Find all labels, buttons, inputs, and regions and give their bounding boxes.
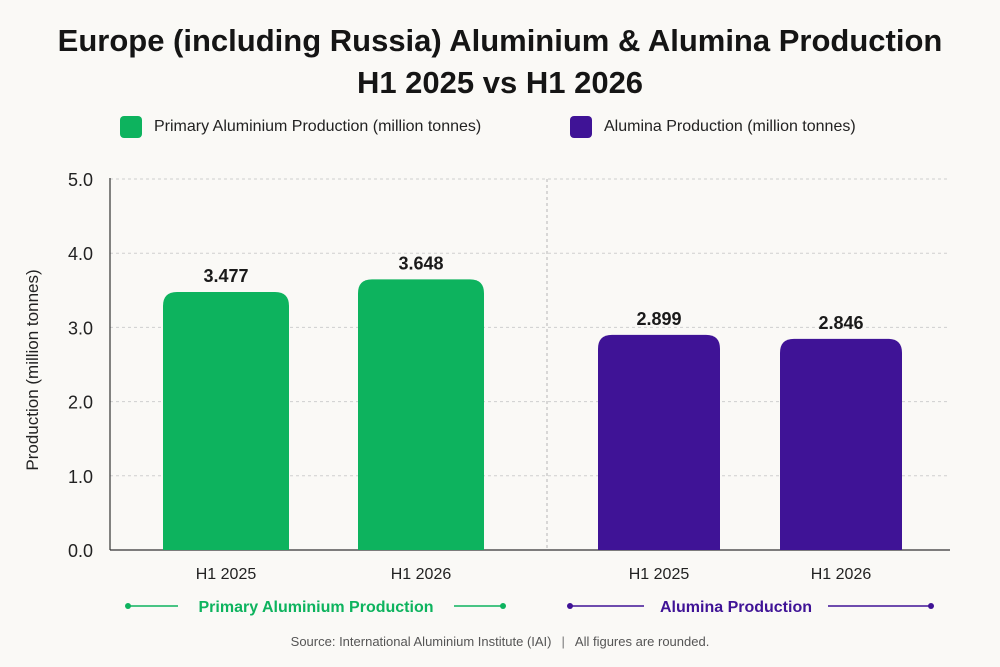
chart-title-line-1: Europe (including Russia) Aluminium & Al…: [57, 23, 943, 58]
x-tick-label: H1 2026: [391, 566, 452, 583]
bar: [163, 292, 289, 550]
chart-title-line-2: H1 2025 vs H1 2026: [356, 65, 644, 100]
footer: Source: International Aluminium Institut…: [0, 634, 1000, 649]
y-axis-label: Production (million tonnes): [23, 269, 42, 470]
legend-swatch-primary-aluminium: [120, 116, 142, 138]
y-tick-label: 0.0: [68, 541, 93, 561]
group-label-dot-right: [928, 603, 934, 609]
y-tick-label: 3.0: [68, 318, 93, 338]
bar: [598, 334, 720, 550]
chart-title: Europe (including Russia) Aluminium & Al…: [0, 20, 1000, 104]
data-label: 2.899: [636, 309, 681, 329]
group-label: Primary Aluminium Production: [199, 599, 434, 616]
group-label-dot-left: [567, 603, 573, 609]
legend-swatch-alumina: [570, 116, 592, 138]
bar: [780, 338, 902, 550]
x-tick-label: H1 2025: [196, 566, 257, 583]
group-label-dot-right: [500, 603, 506, 609]
x-tick-label: H1 2026: [811, 566, 872, 583]
y-tick-label: 2.0: [68, 393, 93, 413]
legend-label-alumina: Alumina Production (million tonnes): [604, 118, 856, 135]
data-label: 3.648: [398, 253, 443, 273]
legend: Primary Aluminium Production (million to…: [0, 116, 1000, 144]
y-tick-label: 1.0: [68, 467, 93, 487]
y-tick-label: 5.0: [68, 170, 93, 190]
data-label: 2.846: [818, 313, 863, 333]
data-label: 3.477: [203, 266, 248, 286]
group-label-dot-left: [125, 603, 131, 609]
group-label: Alumina Production: [660, 599, 812, 616]
bar: [358, 279, 484, 550]
footer-note: All figures are rounded.: [574, 634, 710, 649]
legend-item-primary-aluminium: Primary Aluminium Production (million to…: [120, 116, 481, 138]
legend-label-primary-aluminium: Primary Aluminium Production (million to…: [154, 118, 482, 135]
y-tick-label: 4.0: [68, 244, 93, 264]
footer-separator: |: [561, 634, 565, 649]
footer-source: Source: International Aluminium Institut…: [290, 634, 552, 649]
legend-item-alumina: Alumina Production (million tonnes): [570, 116, 856, 138]
x-tick-label: H1 2025: [629, 566, 690, 583]
